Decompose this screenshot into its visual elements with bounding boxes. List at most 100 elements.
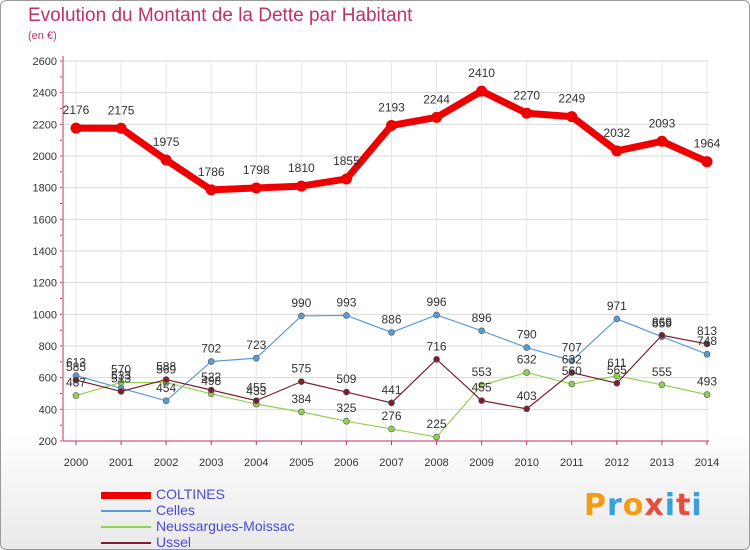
data-label: 493 xyxy=(697,375,717,389)
x-tick-label: 2005 xyxy=(289,457,313,469)
data-label: 2270 xyxy=(513,88,540,102)
data-label: 2093 xyxy=(649,116,676,130)
legend-swatch xyxy=(101,542,151,544)
data-label: 971 xyxy=(607,299,627,313)
y-tick-label: 400 xyxy=(39,404,57,416)
legend-label: Ussel xyxy=(156,534,192,550)
data-point xyxy=(433,355,440,363)
data-point xyxy=(343,417,350,425)
data-label: 632 xyxy=(517,353,537,367)
y-tick-label: 1400 xyxy=(33,246,57,258)
data-point xyxy=(701,156,713,168)
data-label: 2193 xyxy=(378,100,405,114)
data-point xyxy=(613,372,621,380)
y-tick-label: 1600 xyxy=(33,214,57,226)
data-label: 384 xyxy=(291,392,311,406)
chart-subtitle: (en €) xyxy=(28,30,57,42)
data-point xyxy=(566,111,578,123)
data-label: 509 xyxy=(336,372,356,386)
data-label: 575 xyxy=(291,362,311,376)
data-point xyxy=(162,376,170,383)
data-label: 996 xyxy=(427,295,447,309)
logo-letter: i xyxy=(691,488,703,523)
data-point xyxy=(433,311,440,319)
data-point xyxy=(611,145,623,157)
data-point xyxy=(478,381,485,389)
data-label: 1810 xyxy=(288,161,315,175)
legend-item: Neussargues-Moissac xyxy=(101,518,401,535)
data-point xyxy=(656,135,668,147)
legend-swatch xyxy=(101,492,151,499)
data-label: 403 xyxy=(517,389,537,403)
data-point xyxy=(476,85,488,97)
data-label: 2244 xyxy=(423,92,450,106)
legend-item: COLTINES xyxy=(101,486,401,503)
legend-item: Celles xyxy=(101,502,401,519)
data-label: 588 xyxy=(156,360,176,374)
legend-label: COLTINES xyxy=(156,486,225,502)
data-label: 716 xyxy=(427,339,447,353)
data-point xyxy=(523,344,531,351)
x-tick-label: 2001 xyxy=(109,457,133,469)
data-label: 613 xyxy=(66,356,86,370)
data-label: 748 xyxy=(697,334,717,348)
proxiti-logo: Proxiti xyxy=(584,488,703,523)
data-label: 570 xyxy=(111,362,131,376)
data-label: 533 xyxy=(111,368,131,382)
data-point xyxy=(343,312,350,319)
data-point xyxy=(431,111,443,123)
data-label: 2410 xyxy=(468,66,495,80)
logo-letter: P xyxy=(584,488,607,523)
data-point xyxy=(340,173,352,185)
x-tick-label: 2012 xyxy=(605,457,629,469)
data-point xyxy=(115,122,127,134)
data-point xyxy=(523,369,531,376)
data-label: 455 xyxy=(246,381,266,395)
data-point xyxy=(298,378,305,385)
data-point xyxy=(207,386,215,394)
data-point xyxy=(388,399,395,407)
data-label: 565 xyxy=(607,363,627,377)
x-tick-label: 2004 xyxy=(244,457,268,469)
data-point xyxy=(703,391,711,398)
y-tick-label: 1800 xyxy=(33,183,57,195)
x-tick-label: 2014 xyxy=(695,457,719,469)
data-label: 886 xyxy=(381,312,401,326)
data-label: 487 xyxy=(66,376,86,390)
data-label: 513 xyxy=(111,371,131,385)
legend: COLTINES Celles Neussargues-Moissac Ussel xyxy=(101,486,401,550)
data-point xyxy=(521,107,533,119)
data-label: 2176 xyxy=(63,103,90,117)
data-label: 569 xyxy=(156,363,176,377)
data-point xyxy=(478,397,485,404)
data-label: 585 xyxy=(66,360,86,374)
logo-letter: r xyxy=(607,488,623,523)
y-tick-label: 200 xyxy=(39,436,57,448)
y-tick-label: 1200 xyxy=(33,278,57,290)
data-point xyxy=(250,182,262,194)
x-tick-label: 2002 xyxy=(154,457,178,469)
legend-label: Celles xyxy=(156,502,195,518)
x-tick-label: 2003 xyxy=(199,457,223,469)
data-point xyxy=(703,340,711,348)
logo-letter: t xyxy=(676,488,692,523)
data-label: 555 xyxy=(652,365,672,379)
data-label: 723 xyxy=(246,338,266,352)
data-point xyxy=(298,312,305,320)
data-label: 790 xyxy=(517,328,537,342)
data-label: 560 xyxy=(562,364,582,378)
data-label: 433 xyxy=(246,384,266,398)
data-label: 441 xyxy=(381,383,401,397)
y-tick-label: 800 xyxy=(39,341,57,353)
legend-label: Neussargues-Moissac xyxy=(156,518,295,534)
data-point xyxy=(388,425,395,433)
data-label: 993 xyxy=(336,295,356,309)
data-point xyxy=(658,331,666,339)
x-tick-label: 2007 xyxy=(379,457,403,469)
data-label: 2032 xyxy=(604,126,631,140)
data-label: 707 xyxy=(562,341,582,355)
data-label: 859 xyxy=(652,317,672,331)
data-point xyxy=(433,433,440,441)
data-label: 611 xyxy=(607,356,626,370)
